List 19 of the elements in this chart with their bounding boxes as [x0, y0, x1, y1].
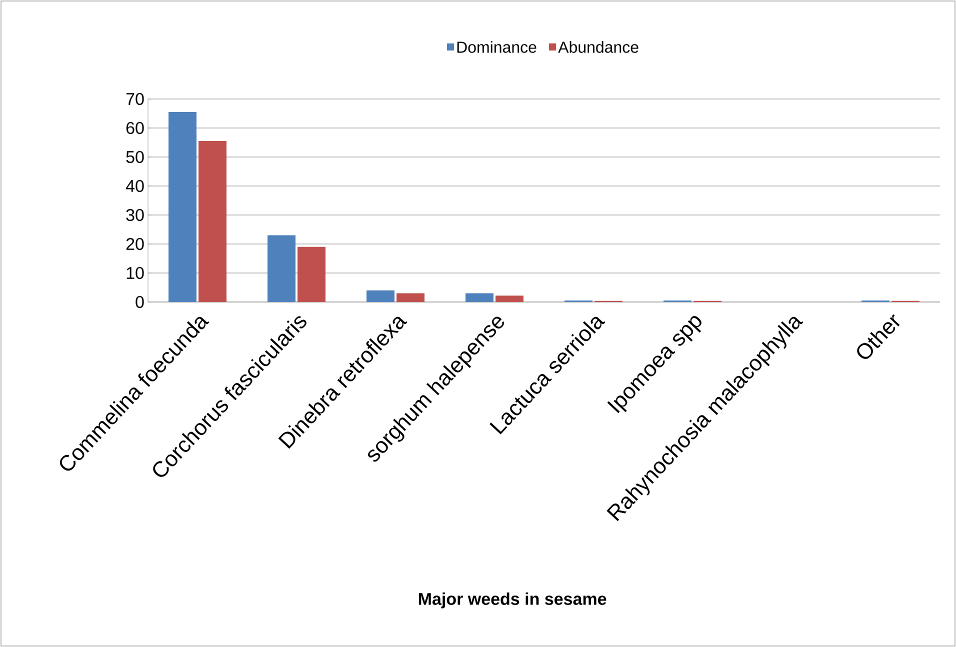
- bar: [496, 296, 524, 302]
- bar: [396, 293, 425, 302]
- y-tick-label: 20: [126, 238, 144, 250]
- x-axis-title: Major weeds in sesame: [418, 592, 606, 608]
- y-tick-label: 30: [126, 208, 144, 222]
- bar: [366, 290, 394, 302]
- bar: [168, 112, 197, 302]
- bar: [298, 246, 326, 302]
- legend-label: Abundance: [558, 41, 638, 53]
- y-tick-label: 70: [126, 92, 144, 106]
- y-tick-label: 10: [126, 266, 144, 280]
- y-tick-label: 60: [126, 122, 144, 134]
- y-tick-label: 50: [126, 150, 144, 164]
- bar: [268, 235, 296, 302]
- y-tick-label: 0: [136, 296, 144, 308]
- bar: [466, 293, 494, 302]
- legend-label: Dominance: [457, 41, 536, 53]
- y-tick-label: 40: [126, 180, 144, 192]
- bar: [198, 141, 227, 302]
